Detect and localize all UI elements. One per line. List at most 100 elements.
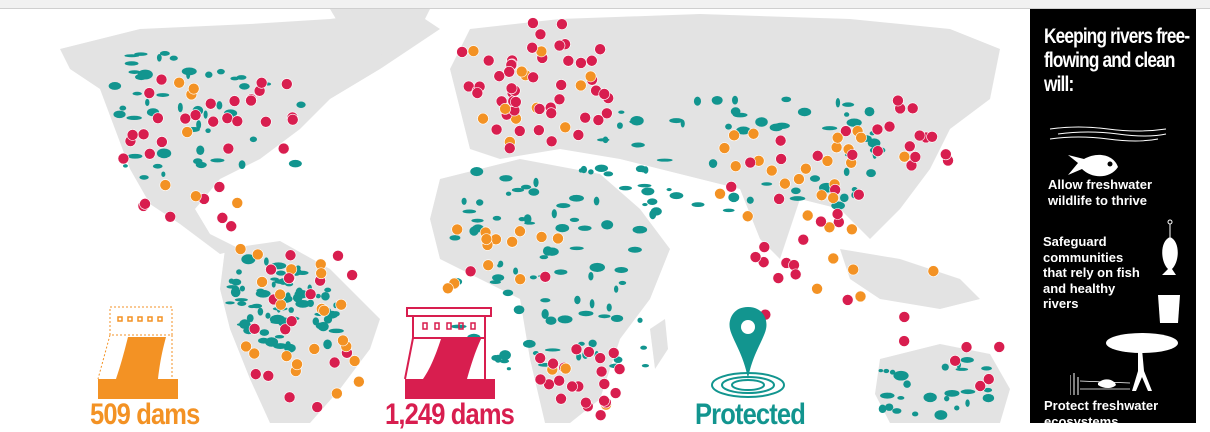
protected-river-area bbox=[883, 368, 890, 374]
protected-river-area bbox=[965, 399, 970, 407]
dam-marker-red bbox=[892, 94, 904, 107]
protected-river-area bbox=[647, 198, 658, 205]
dam-marker-red bbox=[883, 120, 896, 133]
dam-marker-red bbox=[583, 346, 595, 358]
dam-marker-red bbox=[553, 93, 566, 106]
dam-marker-orange bbox=[728, 129, 740, 142]
dam-marker-orange bbox=[442, 282, 454, 295]
dam-marker-red bbox=[575, 57, 587, 69]
dam-marker-orange bbox=[559, 121, 572, 134]
protected-river-area bbox=[619, 185, 632, 191]
dam-marker-red bbox=[607, 347, 620, 359]
protected-river-area bbox=[127, 153, 143, 159]
dam-marker-red bbox=[207, 115, 220, 128]
dam-marker-red bbox=[598, 88, 611, 100]
dam-marker-red bbox=[613, 363, 626, 375]
dam-marker-red bbox=[513, 125, 526, 137]
benefit-1-text: Allow freshwater wildlife to thrive bbox=[1048, 177, 1153, 208]
protected-river-area bbox=[618, 280, 627, 285]
protected-river-area bbox=[669, 192, 684, 200]
dam-marker-red bbox=[285, 315, 298, 328]
dam-marker-orange bbox=[335, 298, 347, 311]
protected-river-area bbox=[328, 328, 344, 334]
dam-marker-red bbox=[772, 272, 785, 284]
protected-river-area bbox=[594, 164, 609, 173]
dam-marker-red bbox=[749, 251, 762, 263]
dam-marker-red bbox=[332, 250, 344, 262]
dam-marker-red bbox=[903, 140, 916, 153]
protected-river-area bbox=[499, 358, 510, 364]
protected-river-area bbox=[642, 202, 648, 207]
protected-river-area bbox=[449, 235, 461, 241]
protected-river-area bbox=[693, 96, 702, 106]
dam-marker-red bbox=[545, 107, 558, 119]
dam-marker-red bbox=[898, 311, 911, 323]
protected-river-area bbox=[640, 169, 647, 173]
protected-river-area bbox=[613, 285, 619, 293]
protected-rivers bbox=[108, 51, 995, 420]
protected-river-area bbox=[307, 299, 314, 307]
protected-river-area bbox=[285, 341, 291, 347]
dam-marker-red bbox=[248, 323, 261, 335]
protected-river-area bbox=[470, 167, 484, 177]
protected-river-area bbox=[108, 82, 122, 90]
protected-river-area bbox=[878, 404, 887, 414]
dam-marker-red bbox=[328, 356, 341, 369]
protected-river-area bbox=[864, 106, 875, 117]
protected-river-area bbox=[954, 405, 960, 411]
dam-marker-orange bbox=[831, 131, 844, 144]
dam-marker-red bbox=[216, 212, 229, 224]
protected-river-area bbox=[944, 389, 960, 397]
dam-marker-orange bbox=[181, 126, 193, 138]
protected-river-area bbox=[323, 315, 333, 324]
dam-marker-orange bbox=[823, 221, 836, 234]
protected-river-area bbox=[728, 192, 740, 203]
dam-marker-red bbox=[831, 208, 844, 220]
australia bbox=[875, 344, 1010, 423]
protected-river-area bbox=[502, 289, 514, 297]
protected-river-area bbox=[781, 96, 792, 103]
dam-marker-orange bbox=[718, 142, 731, 154]
protected-river-area bbox=[491, 355, 500, 361]
dam-marker-red bbox=[841, 294, 854, 306]
dam-marker-orange bbox=[846, 223, 858, 236]
dam-marker-red bbox=[281, 78, 293, 90]
protected-river-area bbox=[569, 217, 580, 223]
dam-marker-red bbox=[534, 28, 547, 41]
protected-label: Protected bbox=[695, 398, 806, 431]
protected-river-area bbox=[205, 128, 211, 134]
protected-river-area bbox=[203, 110, 208, 119]
protected-river-area bbox=[257, 307, 264, 316]
protected-river-area bbox=[238, 160, 246, 170]
protected-river-area bbox=[637, 183, 652, 188]
protected-river-area bbox=[529, 275, 537, 280]
dam-marker-red bbox=[482, 54, 495, 67]
protected-river-area bbox=[897, 396, 905, 400]
protected-river-area bbox=[892, 408, 902, 414]
protected-river-area bbox=[141, 71, 147, 75]
protected-river-area bbox=[982, 393, 995, 403]
protected-river-area bbox=[544, 348, 561, 352]
protected-river-area bbox=[889, 369, 896, 375]
dam-marker-orange bbox=[499, 103, 511, 115]
protected-river-area bbox=[126, 115, 142, 121]
dam-marker-red bbox=[594, 43, 606, 56]
dam-marker-red bbox=[913, 129, 926, 142]
protected-river-area bbox=[539, 255, 549, 260]
dam-marker-red bbox=[572, 129, 585, 141]
protected-river-area bbox=[589, 299, 595, 309]
protected-river-area bbox=[746, 196, 754, 204]
dam-marker-orange bbox=[506, 236, 518, 248]
protected-river-area bbox=[216, 101, 223, 110]
dam-marker-red bbox=[898, 335, 910, 347]
protected-river-area bbox=[617, 122, 623, 129]
protected-river-area bbox=[156, 148, 172, 159]
dam-marker-red bbox=[592, 114, 605, 126]
protected-river-area bbox=[292, 293, 303, 303]
dam-marker-orange bbox=[515, 65, 528, 78]
dam-marker-orange bbox=[793, 173, 805, 185]
dam-marker-red bbox=[539, 271, 552, 283]
dam-marker-red bbox=[872, 145, 884, 157]
protected-river-area bbox=[761, 182, 773, 186]
protected-river-area bbox=[835, 97, 841, 108]
